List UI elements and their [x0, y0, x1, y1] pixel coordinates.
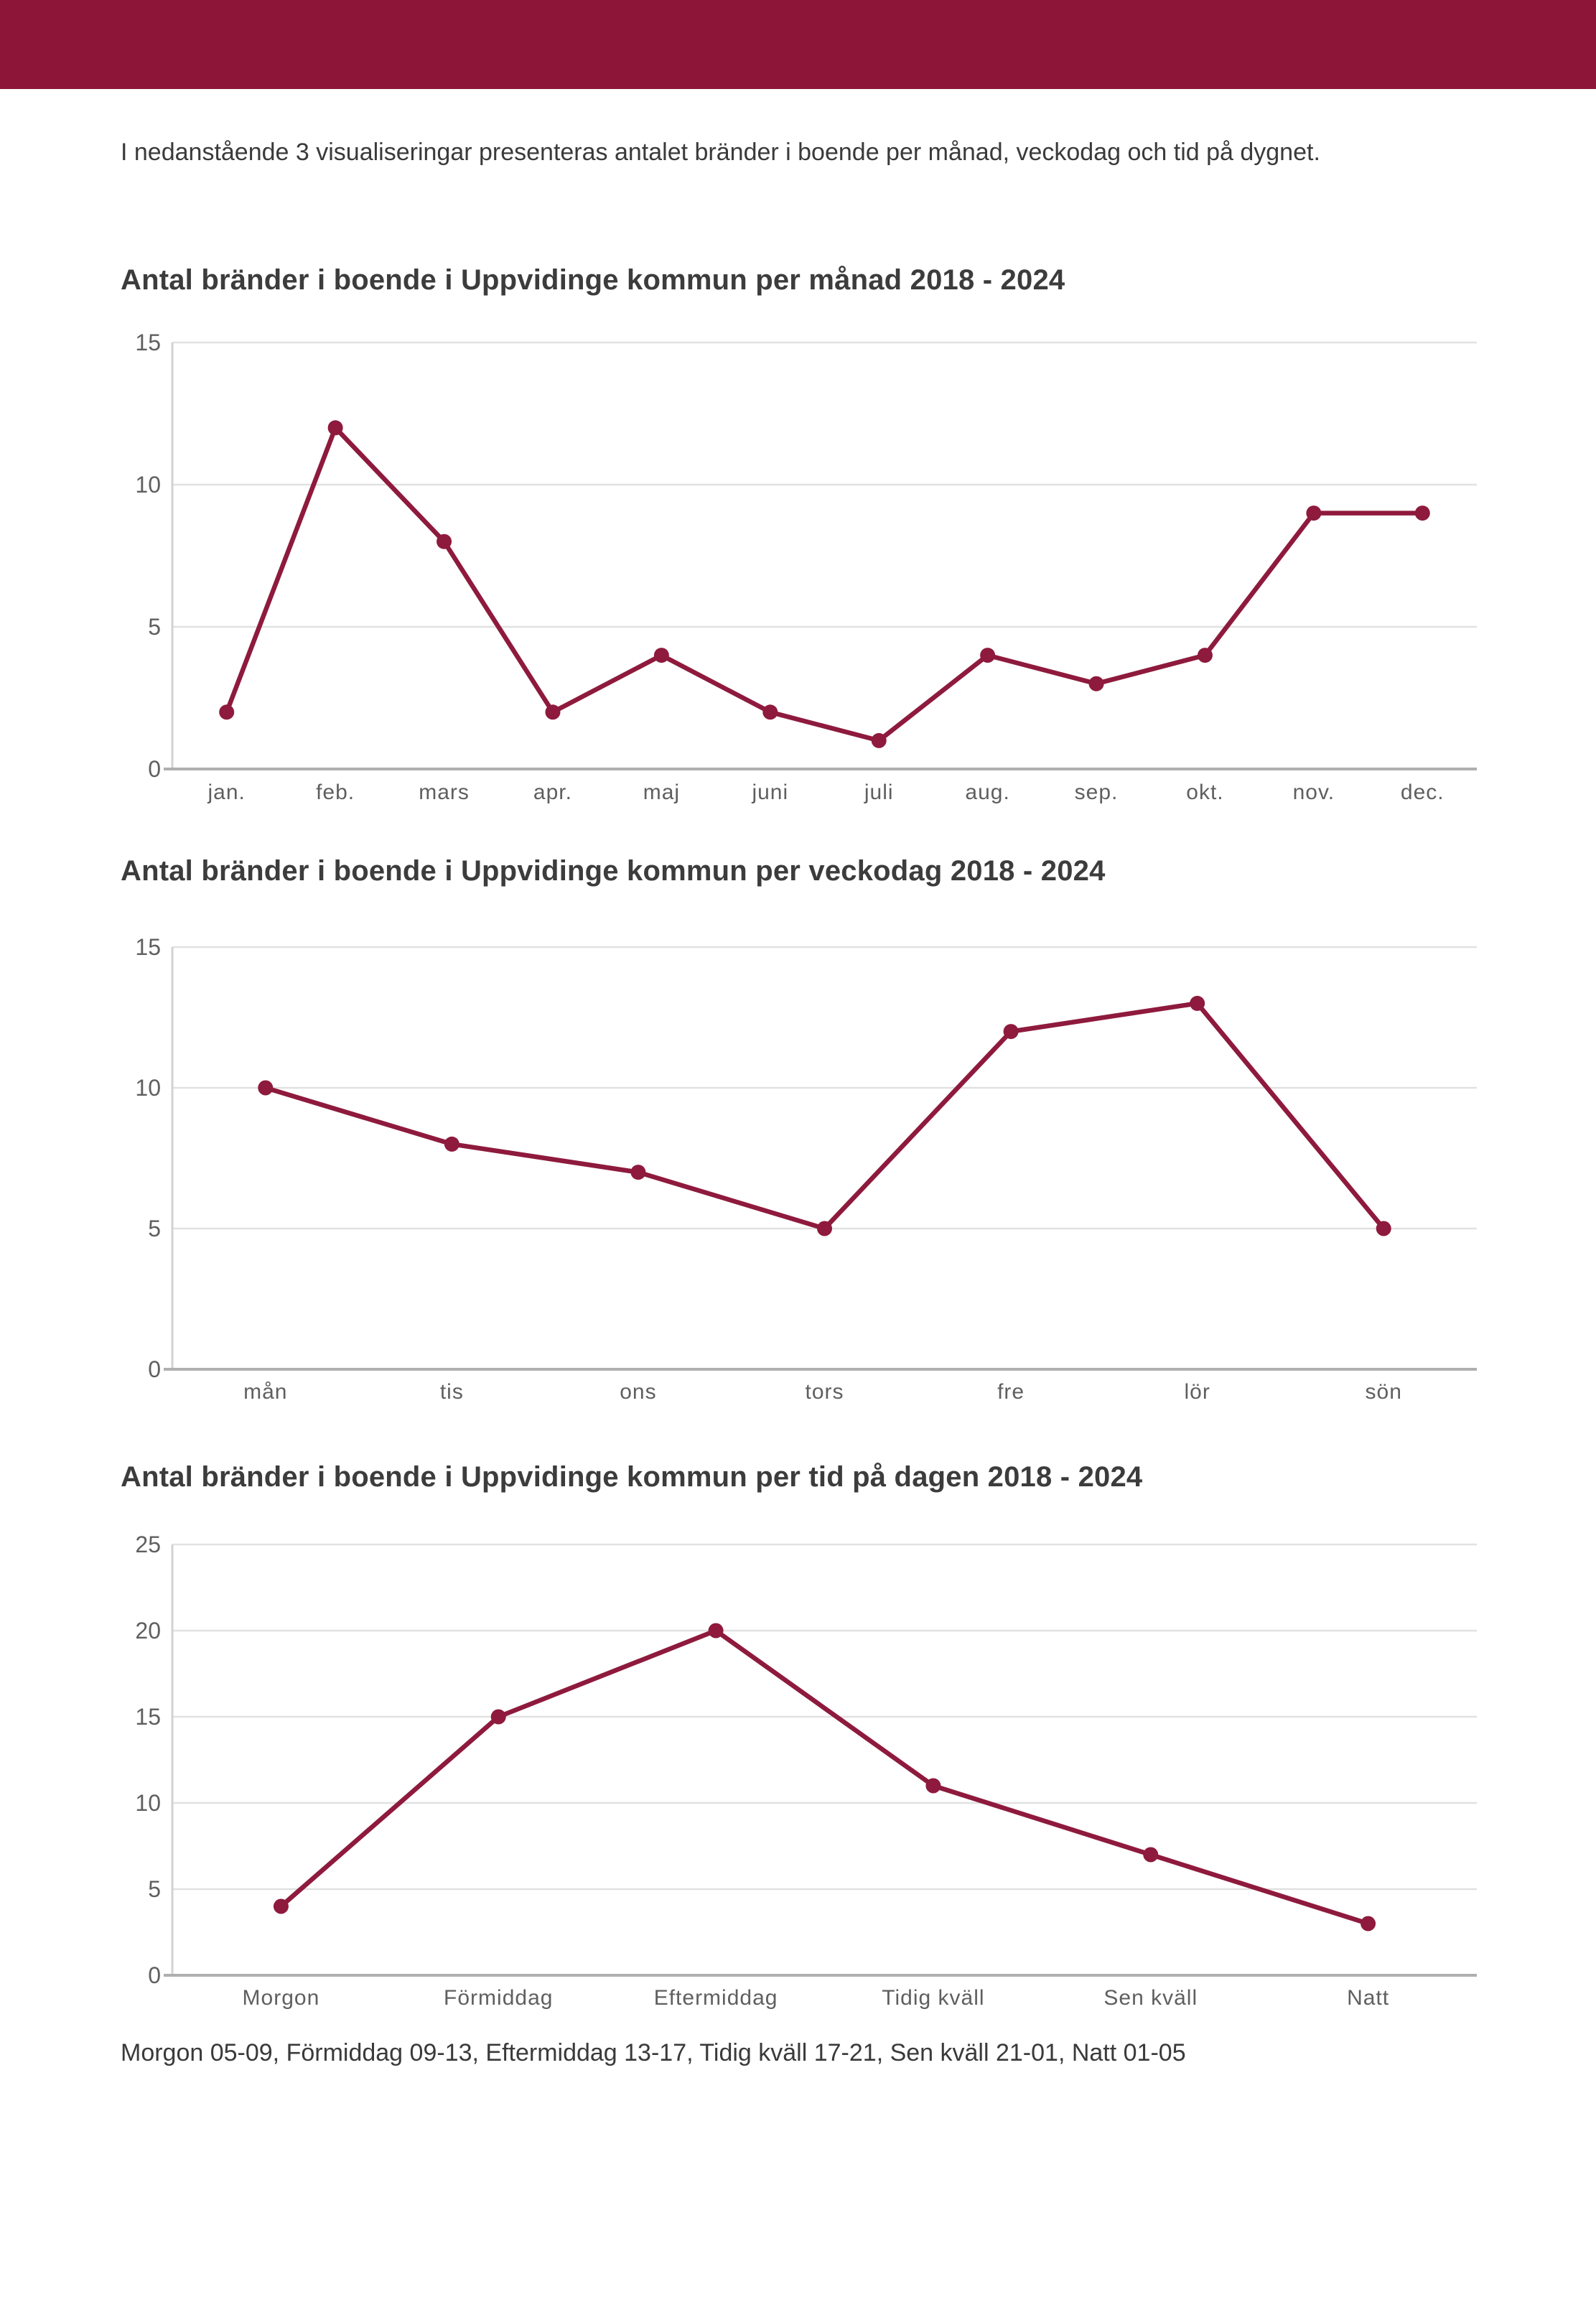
header-bar [0, 0, 1596, 89]
y-axis-tick-label: 10 [135, 1075, 161, 1101]
chart-title-per-veckodag: Antal bränder i boende i Uppvidinge komm… [121, 855, 1106, 887]
y-axis-tick-label: 20 [135, 1618, 161, 1644]
y-axis-tick-label: 0 [148, 756, 161, 782]
data-point-marker [1190, 995, 1205, 1011]
y-axis-tick-label: 10 [135, 472, 161, 498]
y-axis-tick-label: 5 [148, 1876, 161, 1902]
data-point-marker [817, 1221, 832, 1236]
footer-note: Morgon 05-09, Förmiddag 09-13, Eftermidd… [121, 2039, 1186, 2066]
data-line [279, 1628, 1371, 1926]
y-axis-tick-label: 15 [135, 934, 161, 960]
data-point-marker [925, 1778, 941, 1794]
data-point-marker [1088, 676, 1104, 691]
data-point-marker [258, 1080, 274, 1096]
x-axis-category-label: Sen kväll [1103, 1986, 1198, 2010]
intro-text: I nedanstående 3 visualiseringar present… [121, 139, 1320, 166]
chart-title-per-manad: Antal bränder i boende i Uppvidinge komm… [121, 264, 1065, 296]
y-axis-tick-label: 5 [148, 1216, 161, 1241]
y-axis-tick-label: 0 [148, 1356, 161, 1382]
data-point-marker [437, 533, 452, 549]
x-axis-category-label: maj [643, 780, 680, 804]
y-axis-tick-label: 15 [135, 330, 161, 355]
data-point-marker [1003, 1024, 1019, 1040]
data-point-marker [630, 1165, 646, 1180]
x-axis-category-label: aug. [965, 780, 1009, 804]
x-axis-category-label: okt. [1186, 780, 1223, 804]
x-axis-category-label: jan. [207, 780, 246, 804]
y-axis-tick-label: 15 [135, 1704, 161, 1730]
line-chart-fires-per-time-of-day: 0 5 10 15 20 25 Morgon Förmiddag Eftermiddag Tidi… [135, 1532, 1477, 2010]
data-line [224, 425, 1425, 743]
y-axis-tick-label: 10 [135, 1790, 161, 1816]
x-axis-category-label: juni [751, 780, 788, 804]
data-point-marker [1414, 505, 1430, 521]
x-axis-category-label: mars [419, 780, 470, 804]
x-axis-category-label: tis [440, 1380, 464, 1404]
x-axis-category-label: Eftermiddag [654, 1986, 778, 2010]
x-axis-category-label: nov. [1293, 780, 1335, 804]
data-point-marker [1376, 1221, 1391, 1236]
chart-title-per-tid-pa-dagen: Antal bränder i boende i Uppvidinge komm… [121, 1461, 1143, 1493]
data-point-marker [1143, 1847, 1159, 1863]
x-axis-category-label: Tidig kväll [882, 1986, 984, 2010]
data-line [263, 1001, 1386, 1231]
data-point-marker [273, 1898, 289, 1914]
data-point-marker [762, 704, 778, 720]
data-point-marker [708, 1623, 724, 1639]
y-axis-tick-label: 0 [148, 1962, 161, 1988]
x-axis-category-label: Morgon [243, 1986, 320, 2010]
x-axis-category-label: juli [864, 780, 894, 804]
data-point-marker [653, 648, 669, 663]
data-point-marker [871, 732, 887, 748]
data-point-marker [1197, 648, 1213, 663]
data-point-marker [980, 648, 996, 663]
data-point-marker [219, 704, 235, 720]
x-axis-category-label: ons [620, 1380, 656, 1404]
y-axis-tick-label: 5 [148, 614, 161, 640]
x-axis-category-label: lör [1184, 1380, 1210, 1404]
data-point-marker [1306, 505, 1322, 521]
x-axis-category-label: dec. [1401, 780, 1445, 804]
x-axis-category-label: fre [997, 1380, 1025, 1404]
y-axis-tick-label: 25 [135, 1532, 161, 1557]
data-point-marker [1361, 1916, 1376, 1931]
line-chart-fires-per-month: 0 5 10 15 jan. feb. mars apr. maj juni juli aug. sep… [135, 330, 1477, 804]
line-chart-fires-per-weekday: 0 5 10 15 mån tis ons tors fre lör sön [135, 934, 1477, 1404]
x-axis-category-label: Natt [1347, 1986, 1389, 2010]
x-axis-category-label: apr. [533, 780, 572, 804]
data-point-marker [490, 1709, 506, 1725]
data-point-marker [545, 704, 561, 720]
x-axis-category-label: sep. [1075, 780, 1119, 804]
x-axis-category-label: sön [1366, 1380, 1402, 1404]
x-axis-category-label: Förmiddag [444, 1986, 553, 2010]
x-axis-category-label: feb. [316, 780, 355, 804]
data-point-marker [444, 1136, 459, 1152]
data-point-marker [327, 420, 343, 436]
x-axis-category-label: tors [805, 1380, 844, 1404]
x-axis-category-label: mån [243, 1380, 287, 1404]
